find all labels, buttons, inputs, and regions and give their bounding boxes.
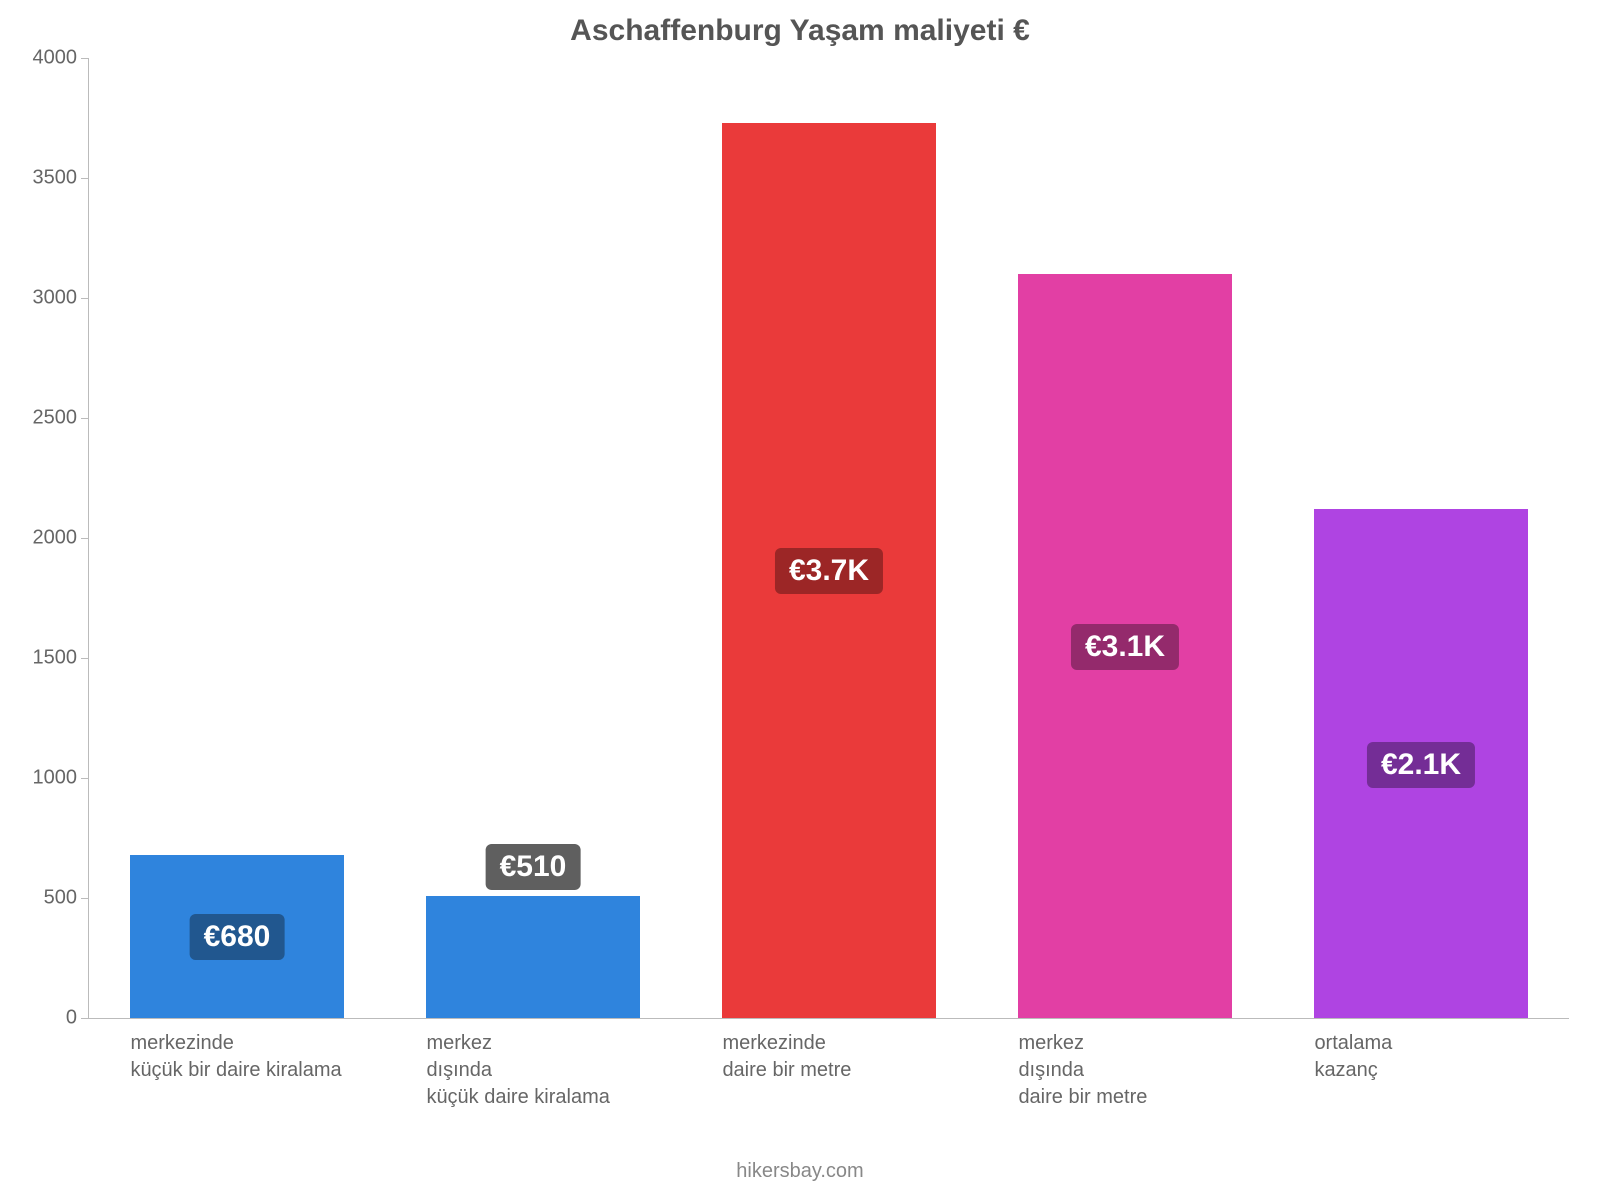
y-tick-label: 1000 bbox=[33, 767, 90, 790]
plot-area: €680€510€3.7K€3.1K€2.1K 0500100015002000… bbox=[88, 58, 1569, 1019]
bar-value-badge: €3.1K bbox=[1071, 624, 1179, 670]
y-tick-label: 500 bbox=[44, 887, 89, 910]
bar-value-badge: €3.7K bbox=[775, 548, 883, 594]
attribution: hikersbay.com bbox=[0, 1160, 1600, 1183]
bar-value-badge: €2.1K bbox=[1367, 742, 1475, 788]
bar: €510 bbox=[426, 896, 639, 1018]
bar-value-badge: €680 bbox=[190, 914, 285, 960]
bar: €2.1K bbox=[1314, 509, 1527, 1018]
x-axis-label: merkezinde daire bir metre bbox=[722, 1030, 935, 1084]
y-tick-label: 3000 bbox=[33, 287, 90, 310]
x-axis-label: ortalama kazanç bbox=[1314, 1030, 1527, 1084]
bars-layer: €680 €510 €3.7K €3.1K €2.1K bbox=[89, 58, 1569, 1018]
bar: €680 bbox=[130, 855, 343, 1018]
y-tick-label: 4000 bbox=[33, 47, 90, 70]
y-tick-label: 1500 bbox=[33, 647, 90, 670]
bar: €3.1K bbox=[1018, 274, 1231, 1018]
x-axis-label: merkez dışında daire bir metre bbox=[1018, 1030, 1231, 1111]
y-tick-label: 2500 bbox=[33, 407, 90, 430]
y-tick-label: 3500 bbox=[33, 167, 90, 190]
chart-container: Aschaffenburg Yaşam maliyeti € €680€510€… bbox=[0, 0, 1600, 1200]
bar-value-badge: €510 bbox=[486, 844, 581, 890]
x-axis-label: merkez dışında küçük daire kiralama bbox=[426, 1030, 639, 1111]
x-axis-label: merkezinde küçük bir daire kiralama bbox=[130, 1030, 343, 1084]
y-tick-label: 0 bbox=[66, 1007, 89, 1030]
chart-title: Aschaffenburg Yaşam maliyeti € bbox=[0, 14, 1600, 48]
bar: €3.7K bbox=[722, 123, 935, 1018]
y-tick-label: 2000 bbox=[33, 527, 90, 550]
